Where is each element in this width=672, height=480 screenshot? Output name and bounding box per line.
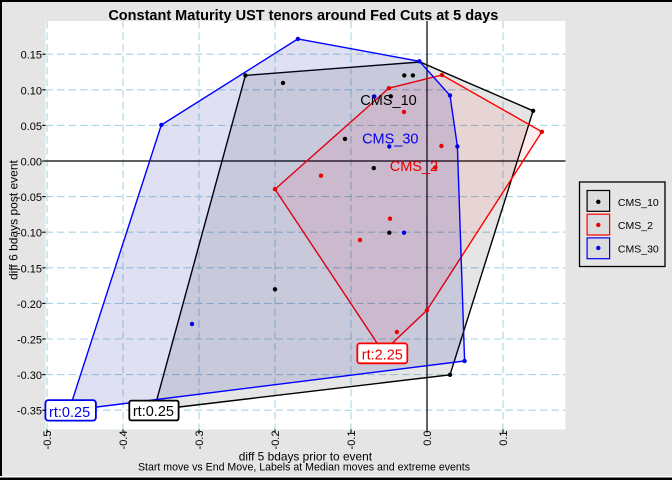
svg-text:0.15: 0.15 <box>21 50 42 62</box>
svg-text:-0.35: -0.35 <box>17 406 42 418</box>
svg-text:CMS_10: CMS_10 <box>618 197 659 209</box>
svg-text:0.0: 0.0 <box>422 431 434 446</box>
svg-text:-0.3: -0.3 <box>194 431 206 450</box>
svg-text:diff 5 bdays prior to event: diff 5 bdays prior to event <box>239 449 373 463</box>
svg-text:0.1: 0.1 <box>498 431 510 446</box>
svg-text:CMS_2: CMS_2 <box>390 159 438 175</box>
svg-text:Constant Maturity UST tenors a: Constant Maturity UST tenors around Fed … <box>108 8 498 24</box>
svg-text:-0.30: -0.30 <box>17 370 42 382</box>
svg-text:CMS_10: CMS_10 <box>360 93 416 109</box>
svg-text:-0.4: -0.4 <box>118 431 130 450</box>
svg-text:-0.15: -0.15 <box>17 263 42 275</box>
svg-text:-0.20: -0.20 <box>17 299 42 311</box>
svg-text:rt:2.25: rt:2.25 <box>362 347 403 363</box>
svg-text:-0.1: -0.1 <box>346 431 358 450</box>
svg-text:0.00: 0.00 <box>21 157 42 169</box>
svg-text:diff 6 bdays post event: diff 6 bdays post event <box>7 160 21 281</box>
svg-text:rt:0.25: rt:0.25 <box>49 405 90 421</box>
svg-text:-0.5: -0.5 <box>42 431 54 450</box>
svg-text:CMS_30: CMS_30 <box>362 131 418 147</box>
svg-text:-0.10: -0.10 <box>17 228 42 240</box>
svg-text:-0.2: -0.2 <box>270 431 282 450</box>
svg-text:0.10: 0.10 <box>21 85 42 97</box>
svg-text:-0.25: -0.25 <box>17 335 42 347</box>
svg-text:Start move vs End Move, Labels: Start move vs End Move, Labels at Median… <box>138 462 470 474</box>
svg-text:0.05: 0.05 <box>21 121 42 133</box>
svg-text:-0.05: -0.05 <box>17 192 42 204</box>
svg-text:rt:0.25: rt:0.25 <box>133 404 174 420</box>
svg-text:CMS_2: CMS_2 <box>618 220 653 232</box>
svg-text:CMS_30: CMS_30 <box>618 243 659 255</box>
